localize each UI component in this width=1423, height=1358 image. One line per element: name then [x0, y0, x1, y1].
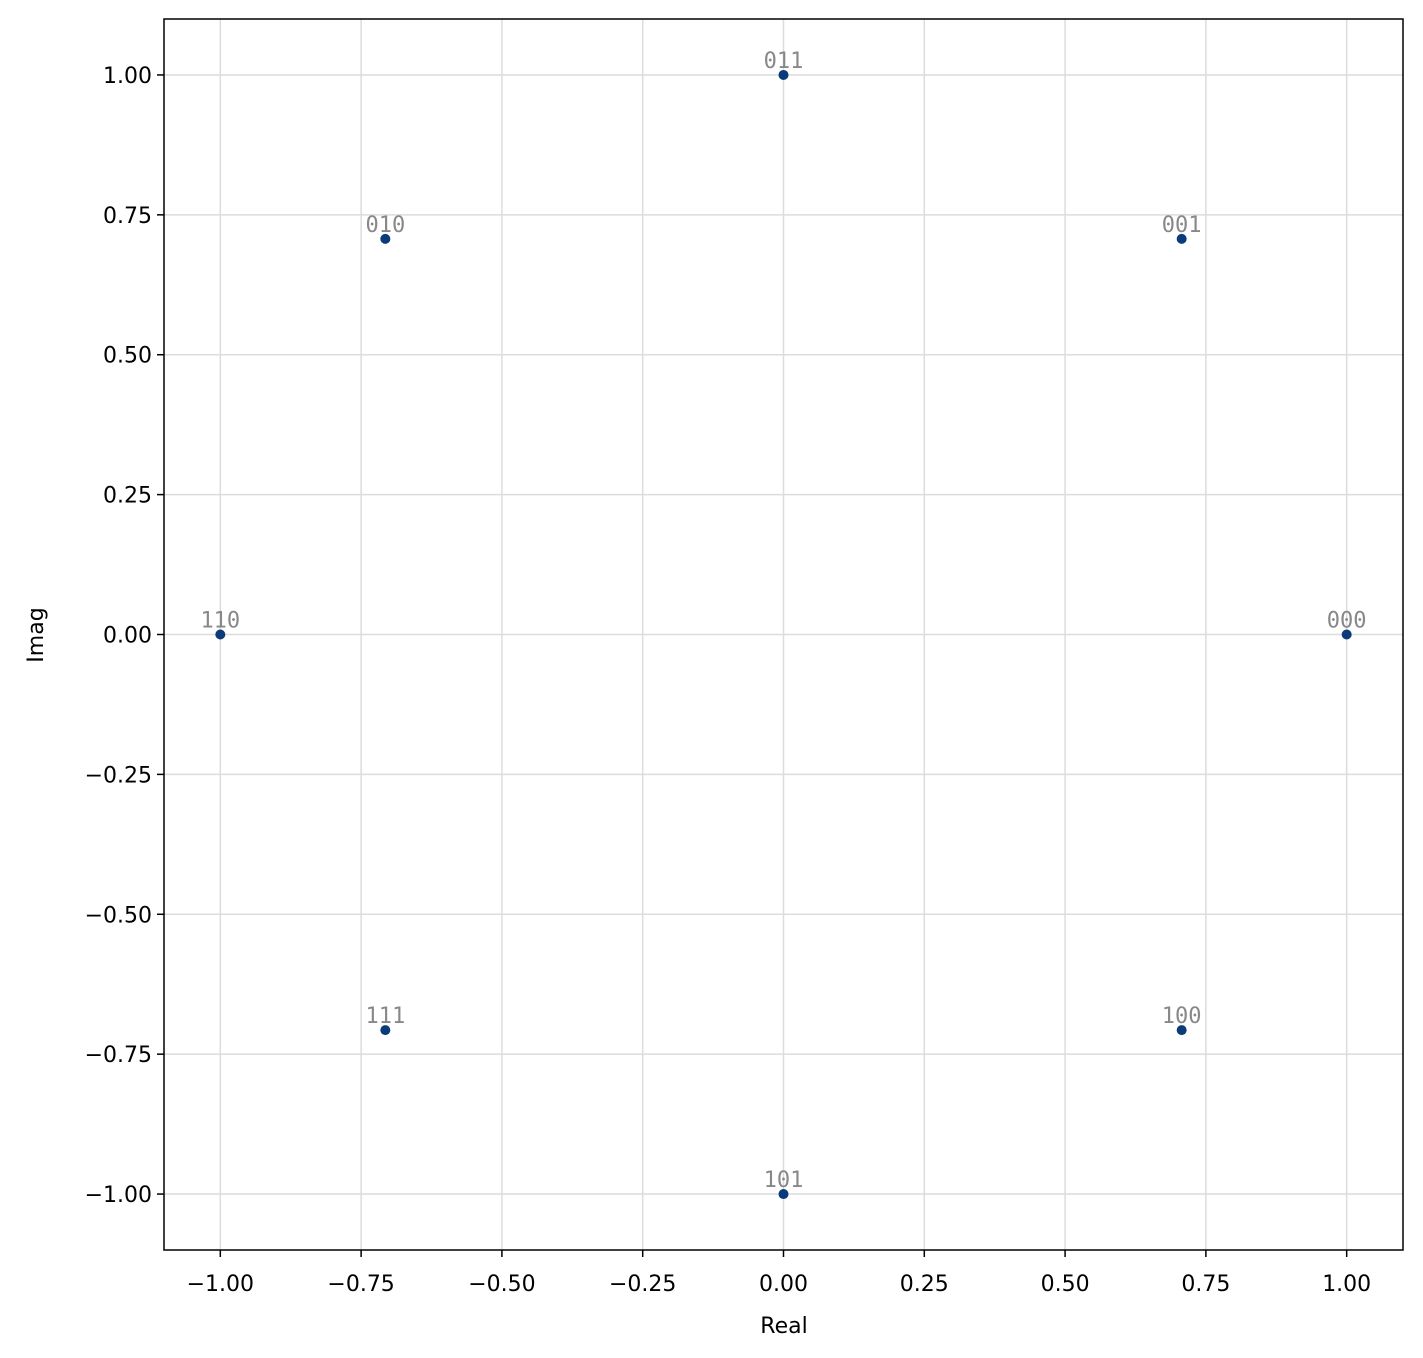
x-tick-label: −0.50: [468, 1272, 535, 1297]
x-tick-label: 0.50: [1041, 1272, 1090, 1297]
point: [1341, 629, 1352, 640]
y-tick-label: −0.50: [85, 903, 152, 928]
x-tick-label: 0.00: [759, 1272, 808, 1297]
y-axis-label: Imag: [24, 607, 49, 662]
point: [380, 1025, 391, 1036]
x-tick-label: 0.75: [1181, 1272, 1230, 1297]
y-tick-label: 1.00: [103, 64, 152, 89]
y-tick-label: −0.25: [85, 763, 152, 788]
y-tick-label: −1.00: [85, 1183, 152, 1208]
point-label: 110: [200, 609, 240, 634]
point-label: 011: [764, 49, 804, 74]
x-tick-label: −0.25: [609, 1272, 676, 1297]
point: [215, 629, 226, 640]
x-tick-label: −1.00: [187, 1272, 254, 1297]
point-label: 010: [365, 213, 405, 238]
point: [778, 1189, 789, 1200]
point-label: 100: [1162, 1004, 1202, 1029]
y-tick-label: 0.00: [103, 624, 152, 649]
point: [1176, 233, 1187, 244]
point: [380, 233, 391, 244]
y-tick-label: 0.75: [103, 204, 152, 229]
y-tick-label: 0.50: [103, 344, 152, 369]
x-tick-label: −0.75: [327, 1272, 394, 1297]
y-tick-label: 0.25: [103, 484, 152, 509]
point-label: 111: [365, 1004, 405, 1029]
x-axis-label: Real: [760, 1314, 807, 1339]
point: [778, 69, 789, 80]
point: [1176, 1025, 1187, 1036]
x-tick-label: 1.00: [1322, 1272, 1371, 1297]
y-tick-label: −0.75: [85, 1043, 152, 1068]
point-label: 101: [764, 1168, 804, 1193]
point-label: 000: [1327, 609, 1367, 634]
plot-frame: [163, 18, 1404, 1251]
point-label: 001: [1162, 213, 1202, 238]
x-tick-label: 0.25: [900, 1272, 949, 1297]
